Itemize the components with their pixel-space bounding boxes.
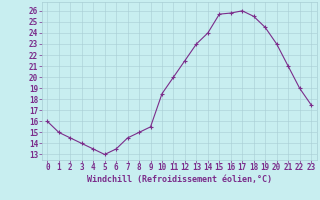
X-axis label: Windchill (Refroidissement éolien,°C): Windchill (Refroidissement éolien,°C) (87, 175, 272, 184)
